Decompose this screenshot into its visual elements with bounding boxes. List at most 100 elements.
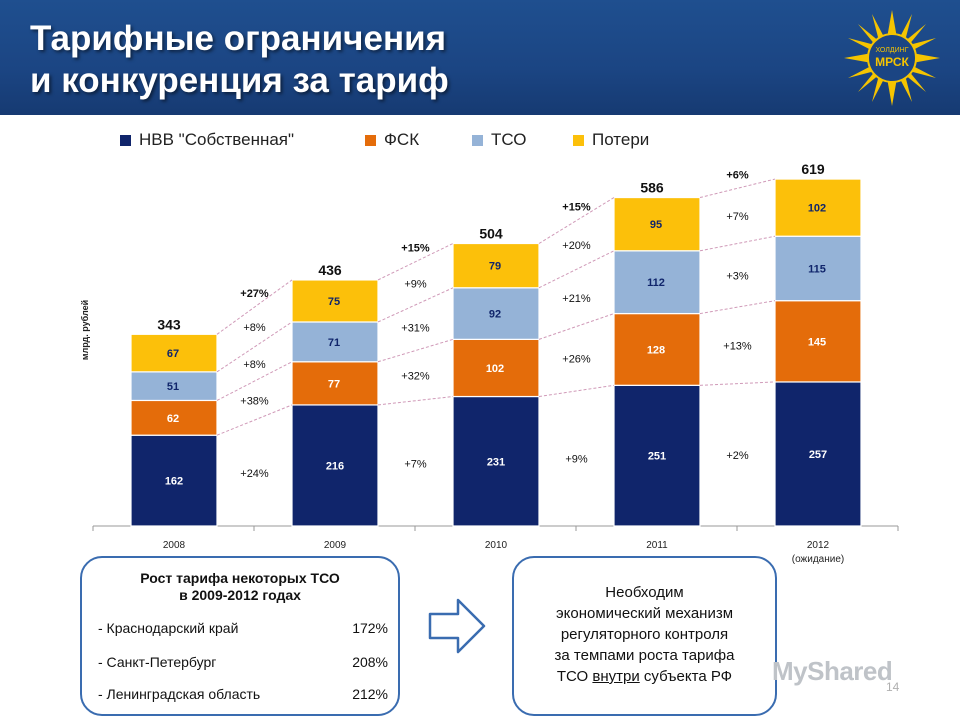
right-arrow-icon bbox=[428, 598, 486, 654]
growth-label-nvv: +24% bbox=[240, 468, 269, 480]
logo-text-top: ХОЛДИНГ bbox=[875, 47, 908, 54]
x-tick-label: 2008 bbox=[163, 540, 186, 551]
connector-line bbox=[699, 381, 776, 386]
data-label-poteri: 67 bbox=[167, 348, 179, 360]
data-label-fsk: 77 bbox=[328, 378, 340, 390]
growth-label-poteri: +9% bbox=[404, 278, 427, 290]
growth-label-fsk: +13% bbox=[723, 340, 752, 352]
total-label: 343 bbox=[157, 316, 181, 332]
data-label-tso: 92 bbox=[489, 309, 501, 321]
bar-poteri-2012 bbox=[774, 178, 862, 237]
y-axis-label: млрд. рублей bbox=[80, 300, 90, 360]
growth-label-fsk: +26% bbox=[562, 354, 591, 366]
data-label-poteri: 79 bbox=[489, 261, 501, 273]
bar-tso-2009 bbox=[291, 321, 379, 363]
bar-nvv-2009 bbox=[291, 404, 379, 527]
legend-swatch-poteri bbox=[573, 134, 584, 146]
conclusion-line-4: за темпами роста тарифа bbox=[554, 647, 735, 664]
growth-label-poteri: +7% bbox=[726, 211, 749, 223]
region-pct: 208% bbox=[352, 654, 388, 670]
title-line-2: и конкуренция за тариф bbox=[30, 61, 449, 100]
data-label-tso: 51 bbox=[167, 381, 179, 393]
growth-label-tso: +3% bbox=[726, 270, 749, 282]
growth-label-total: +27% bbox=[240, 288, 269, 300]
growth-label-tso: +8% bbox=[243, 359, 266, 371]
bar-nvv-2012 bbox=[774, 381, 862, 527]
growth-label-total: +6% bbox=[726, 169, 749, 181]
conclusion-line-5-pre: ТСО bbox=[556, 668, 593, 685]
growth-label-tso: +21% bbox=[562, 293, 591, 305]
connector-line bbox=[216, 279, 293, 335]
tso-growth-title: Рост тарифа некоторых ТСО в 2009-2012 го… bbox=[82, 570, 398, 604]
legend-item-nvv: НВВ "Собственная" bbox=[120, 130, 294, 150]
growth-label-poteri: +20% bbox=[562, 240, 591, 252]
region-name: - Краснодарский край bbox=[98, 620, 239, 636]
conclusion-line-5: ТСО внутри субъекта РФ bbox=[514, 666, 775, 687]
total-label: 586 bbox=[640, 180, 664, 196]
slide-number: 14 bbox=[886, 680, 900, 694]
legend-item-poteri: Потери bbox=[573, 130, 649, 150]
header-bar bbox=[0, 0, 960, 115]
data-label-nvv: 162 bbox=[165, 476, 183, 488]
total-label: 619 bbox=[801, 161, 825, 177]
x-tick-label: 2010 bbox=[485, 540, 508, 551]
title-line-1: Тарифные ограничения bbox=[30, 19, 447, 58]
tso-growth-box: Рост тарифа некоторых ТСО в 2009-2012 го… bbox=[80, 556, 400, 716]
tso-growth-title-line-2: в 2009-2012 годах bbox=[179, 587, 301, 603]
data-label-fsk: 145 bbox=[808, 336, 826, 348]
conclusion-line-1: Необходим bbox=[605, 584, 684, 601]
total-label: 504 bbox=[479, 226, 503, 242]
legend-item-tso: ТСО bbox=[472, 130, 527, 150]
legend-label-poteri: Потери bbox=[592, 130, 650, 149]
connector-line bbox=[216, 361, 293, 401]
conclusion-line-2: экономический механизм bbox=[555, 605, 734, 622]
data-label-nvv: 257 bbox=[809, 449, 827, 461]
data-label-fsk: 128 bbox=[647, 344, 665, 356]
connector-line bbox=[377, 396, 454, 406]
connector-line bbox=[377, 287, 454, 323]
data-label-nvv: 231 bbox=[487, 456, 505, 468]
growth-label-fsk: +38% bbox=[240, 396, 269, 408]
page-title: Тарифные ограничения и конкуренция за та… bbox=[30, 18, 449, 102]
bar-fsk-2008 bbox=[130, 399, 218, 436]
data-label-tso: 112 bbox=[647, 277, 665, 289]
growth-label-total: +15% bbox=[401, 243, 430, 255]
region-name: - Санкт-Петербург bbox=[98, 654, 217, 670]
data-label-fsk: 102 bbox=[486, 363, 504, 375]
connector-line bbox=[538, 384, 615, 398]
region-row: - Санкт-Петербург 208% bbox=[98, 654, 388, 670]
total-label: 436 bbox=[318, 262, 342, 278]
conclusion-text: Необходим экономический механизм регулят… bbox=[514, 582, 775, 687]
connector-line bbox=[699, 300, 776, 315]
data-label-nvv: 251 bbox=[648, 451, 666, 463]
watermark: MyShared bbox=[772, 656, 893, 686]
logo-text-main: МРСК bbox=[875, 55, 909, 69]
data-label-tso: 115 bbox=[808, 263, 826, 275]
conclusion-line-5-post: субъекта РФ bbox=[639, 668, 733, 685]
bar-tso-2010 bbox=[452, 287, 540, 340]
legend-label-fsk: ФСК bbox=[384, 130, 420, 149]
growth-label-fsk: +32% bbox=[401, 371, 430, 383]
growth-label-poteri: +8% bbox=[243, 322, 266, 334]
conclusion-line-5-underlined: внутри bbox=[592, 668, 640, 685]
region-pct: 212% bbox=[352, 686, 388, 702]
growth-label-nvv: +7% bbox=[404, 458, 427, 470]
bar-fsk-2010 bbox=[452, 338, 540, 398]
connector-line bbox=[538, 250, 615, 289]
x-tick-sublabel: (ожидание) bbox=[792, 554, 844, 565]
growth-label-tso: +31% bbox=[401, 323, 430, 335]
growth-label-nvv: +9% bbox=[565, 453, 588, 465]
connector-line bbox=[699, 178, 776, 199]
connector-line bbox=[538, 313, 615, 340]
bar-nvv-2011 bbox=[613, 384, 701, 527]
data-label-poteri: 102 bbox=[808, 203, 826, 215]
x-tick-label: 2012 bbox=[807, 540, 830, 551]
bar-poteri-2009 bbox=[291, 279, 379, 323]
bar-fsk-2009 bbox=[291, 361, 379, 406]
bar-poteri-2010 bbox=[452, 242, 540, 289]
conclusion-box: Необходим экономический механизм регулят… bbox=[512, 556, 777, 716]
x-tick-label: 2009 bbox=[324, 540, 347, 551]
connector-line bbox=[216, 321, 293, 373]
data-label-nvv: 216 bbox=[326, 460, 344, 472]
legend-label-tso: ТСО bbox=[491, 130, 527, 149]
